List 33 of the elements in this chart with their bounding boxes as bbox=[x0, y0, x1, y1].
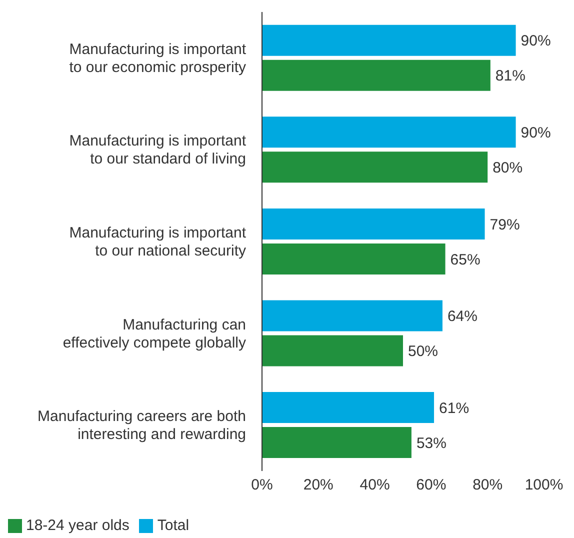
data-label: 90% bbox=[520, 124, 551, 142]
bar bbox=[262, 24, 516, 56]
y-tick-label: Manufacturing is important to our standard of living bbox=[69, 132, 247, 168]
y-tick-label: Manufacturing can effectively compete globally bbox=[62, 316, 246, 352]
data-label: 53% bbox=[416, 434, 446, 452]
data-label: 65% bbox=[450, 251, 480, 268]
bar bbox=[262, 60, 490, 91]
legend-label: Total bbox=[157, 517, 190, 534]
x-tick-label: 60% bbox=[416, 476, 446, 494]
bar bbox=[262, 116, 516, 148]
bar bbox=[262, 392, 434, 424]
data-label: 80% bbox=[492, 159, 523, 176]
data-label: 61% bbox=[439, 400, 470, 417]
data-label: 79% bbox=[490, 216, 520, 234]
data-label: 90% bbox=[520, 32, 551, 50]
bar bbox=[262, 300, 442, 332]
data-label: 81% bbox=[495, 68, 526, 85]
x-tick-label: 20% bbox=[303, 476, 334, 494]
bar bbox=[262, 152, 488, 183]
bar bbox=[262, 427, 412, 458]
y-tick-label: Manufacturing is important to our economic prosperity bbox=[69, 40, 247, 76]
x-tick-label: 100% bbox=[524, 476, 564, 494]
y-tick-label: Manufacturing careers are both interesting and rewarding bbox=[38, 408, 246, 444]
y-tick-label: Manufacturing is important to our national security bbox=[69, 224, 247, 260]
x-tick-label: 80% bbox=[472, 476, 503, 494]
bar bbox=[262, 208, 485, 240]
data-label: 64% bbox=[447, 308, 478, 326]
bar bbox=[262, 243, 446, 274]
legend-label: 18-24 year olds bbox=[26, 517, 130, 534]
bar bbox=[262, 335, 403, 366]
data-label: 50% bbox=[408, 343, 438, 360]
x-tick-label: 40% bbox=[360, 476, 390, 494]
x-tick-label: 0% bbox=[251, 476, 273, 494]
